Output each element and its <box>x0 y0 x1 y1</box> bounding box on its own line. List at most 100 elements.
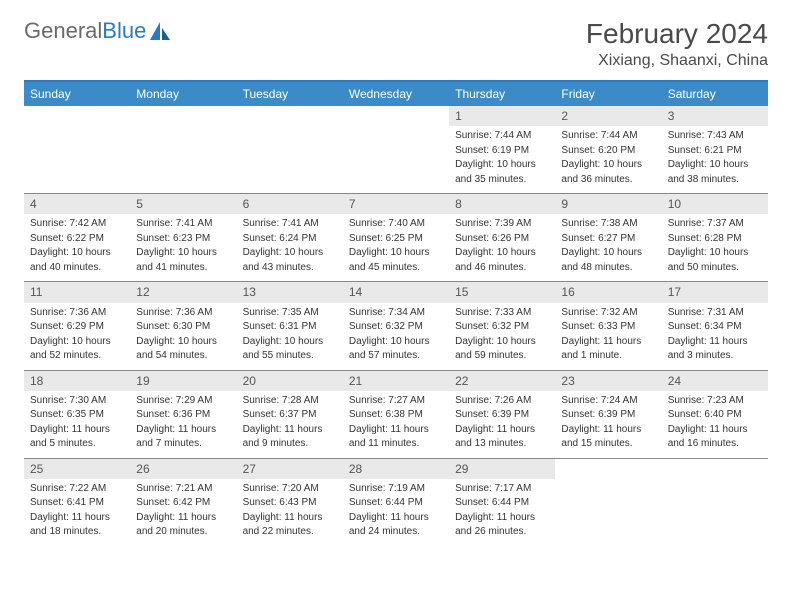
sunset-text: Sunset: 6:39 PM <box>561 408 655 422</box>
day-number: 24 <box>662 371 768 391</box>
logo-text-1: General <box>24 18 102 44</box>
logo: GeneralBlue <box>24 18 172 44</box>
sunset-text: Sunset: 6:31 PM <box>243 320 337 334</box>
day-number: 5 <box>130 194 236 214</box>
day-cell: 21Sunrise: 7:27 AMSunset: 6:38 PMDayligh… <box>343 371 449 458</box>
day-content: Sunrise: 7:29 AMSunset: 6:36 PMDaylight:… <box>130 391 236 458</box>
day-header-tue: Tuesday <box>237 82 343 106</box>
day-cell: 7Sunrise: 7:40 AMSunset: 6:25 PMDaylight… <box>343 194 449 281</box>
sunrise-text: Sunrise: 7:28 AM <box>243 394 337 408</box>
sunrise-text: Sunrise: 7:42 AM <box>30 217 124 231</box>
sunrise-text: Sunrise: 7:30 AM <box>30 394 124 408</box>
day-cell <box>24 106 130 193</box>
day-content: Sunrise: 7:27 AMSunset: 6:38 PMDaylight:… <box>343 391 449 458</box>
day-header-fri: Friday <box>555 82 661 106</box>
day-content: Sunrise: 7:40 AMSunset: 6:25 PMDaylight:… <box>343 214 449 281</box>
day-cell: 25Sunrise: 7:22 AMSunset: 6:41 PMDayligh… <box>24 459 130 546</box>
sunset-text: Sunset: 6:39 PM <box>455 408 549 422</box>
day-cell <box>662 459 768 546</box>
day-content: Sunrise: 7:42 AMSunset: 6:22 PMDaylight:… <box>24 214 130 281</box>
day-number: 1 <box>449 106 555 126</box>
day-header-wed: Wednesday <box>343 82 449 106</box>
day-number: 3 <box>662 106 768 126</box>
day-header-row: Sunday Monday Tuesday Wednesday Thursday… <box>24 82 768 106</box>
day-number: 7 <box>343 194 449 214</box>
day-cell: 9Sunrise: 7:38 AMSunset: 6:27 PMDaylight… <box>555 194 661 281</box>
daylight-text: Daylight: 10 hours <box>455 335 549 349</box>
sunset-text: Sunset: 6:40 PM <box>668 408 762 422</box>
title-block: February 2024 Xixiang, Shaanxi, China <box>586 18 768 70</box>
sunset-text: Sunset: 6:32 PM <box>455 320 549 334</box>
sunset-text: Sunset: 6:44 PM <box>349 496 443 510</box>
daylight-text: and 46 minutes. <box>455 261 549 275</box>
day-header-mon: Monday <box>130 82 236 106</box>
day-cell: 19Sunrise: 7:29 AMSunset: 6:36 PMDayligh… <box>130 371 236 458</box>
sunset-text: Sunset: 6:27 PM <box>561 232 655 246</box>
daylight-text: Daylight: 10 hours <box>455 246 549 260</box>
sunrise-text: Sunrise: 7:38 AM <box>561 217 655 231</box>
sunrise-text: Sunrise: 7:29 AM <box>136 394 230 408</box>
daylight-text: and 11 minutes. <box>349 437 443 451</box>
day-number: 13 <box>237 282 343 302</box>
day-content: Sunrise: 7:22 AMSunset: 6:41 PMDaylight:… <box>24 479 130 546</box>
page-header: GeneralBlue February 2024 Xixiang, Shaan… <box>24 18 768 70</box>
week-row: 4Sunrise: 7:42 AMSunset: 6:22 PMDaylight… <box>24 193 768 281</box>
day-content: Sunrise: 7:43 AMSunset: 6:21 PMDaylight:… <box>662 126 768 193</box>
day-number: 23 <box>555 371 661 391</box>
daylight-text: Daylight: 11 hours <box>455 423 549 437</box>
day-content: Sunrise: 7:23 AMSunset: 6:40 PMDaylight:… <box>662 391 768 458</box>
daylight-text: and 9 minutes. <box>243 437 337 451</box>
sunrise-text: Sunrise: 7:44 AM <box>561 129 655 143</box>
daylight-text: Daylight: 11 hours <box>349 423 443 437</box>
day-cell: 8Sunrise: 7:39 AMSunset: 6:26 PMDaylight… <box>449 194 555 281</box>
day-cell <box>130 106 236 193</box>
day-number: 29 <box>449 459 555 479</box>
day-cell <box>343 106 449 193</box>
daylight-text: Daylight: 11 hours <box>561 335 655 349</box>
sunset-text: Sunset: 6:28 PM <box>668 232 762 246</box>
sunrise-text: Sunrise: 7:17 AM <box>455 482 549 496</box>
logo-text-2: Blue <box>102 18 146 44</box>
day-number: 6 <box>237 194 343 214</box>
day-content: Sunrise: 7:31 AMSunset: 6:34 PMDaylight:… <box>662 303 768 370</box>
day-content: Sunrise: 7:39 AMSunset: 6:26 PMDaylight:… <box>449 214 555 281</box>
day-number: 26 <box>130 459 236 479</box>
day-content: Sunrise: 7:34 AMSunset: 6:32 PMDaylight:… <box>343 303 449 370</box>
day-number: 14 <box>343 282 449 302</box>
day-content: Sunrise: 7:41 AMSunset: 6:23 PMDaylight:… <box>130 214 236 281</box>
day-number: 25 <box>24 459 130 479</box>
daylight-text: and 52 minutes. <box>30 349 124 363</box>
daylight-text: Daylight: 11 hours <box>668 423 762 437</box>
day-content: Sunrise: 7:17 AMSunset: 6:44 PMDaylight:… <box>449 479 555 546</box>
daylight-text: and 40 minutes. <box>30 261 124 275</box>
day-cell: 15Sunrise: 7:33 AMSunset: 6:32 PMDayligh… <box>449 282 555 369</box>
daylight-text: and 55 minutes. <box>243 349 337 363</box>
daylight-text: and 57 minutes. <box>349 349 443 363</box>
daylight-text: and 50 minutes. <box>668 261 762 275</box>
sunrise-text: Sunrise: 7:23 AM <box>668 394 762 408</box>
daylight-text: Daylight: 11 hours <box>30 423 124 437</box>
day-content: Sunrise: 7:21 AMSunset: 6:42 PMDaylight:… <box>130 479 236 546</box>
day-cell: 29Sunrise: 7:17 AMSunset: 6:44 PMDayligh… <box>449 459 555 546</box>
daylight-text: Daylight: 10 hours <box>455 158 549 172</box>
day-content: Sunrise: 7:37 AMSunset: 6:28 PMDaylight:… <box>662 214 768 281</box>
sunrise-text: Sunrise: 7:19 AM <box>349 482 443 496</box>
sunrise-text: Sunrise: 7:36 AM <box>30 306 124 320</box>
day-cell: 16Sunrise: 7:32 AMSunset: 6:33 PMDayligh… <box>555 282 661 369</box>
day-content: Sunrise: 7:44 AMSunset: 6:19 PMDaylight:… <box>449 126 555 193</box>
day-number: 22 <box>449 371 555 391</box>
sunrise-text: Sunrise: 7:20 AM <box>243 482 337 496</box>
day-number: 11 <box>24 282 130 302</box>
sunrise-text: Sunrise: 7:24 AM <box>561 394 655 408</box>
location-text: Xixiang, Shaanxi, China <box>586 52 768 70</box>
sunrise-text: Sunrise: 7:26 AM <box>455 394 549 408</box>
day-number: 27 <box>237 459 343 479</box>
day-cell: 2Sunrise: 7:44 AMSunset: 6:20 PMDaylight… <box>555 106 661 193</box>
sunrise-text: Sunrise: 7:21 AM <box>136 482 230 496</box>
day-cell: 17Sunrise: 7:31 AMSunset: 6:34 PMDayligh… <box>662 282 768 369</box>
daylight-text: Daylight: 11 hours <box>243 511 337 525</box>
day-number: 10 <box>662 194 768 214</box>
daylight-text: Daylight: 11 hours <box>668 335 762 349</box>
day-cell: 18Sunrise: 7:30 AMSunset: 6:35 PMDayligh… <box>24 371 130 458</box>
daylight-text: Daylight: 10 hours <box>30 246 124 260</box>
